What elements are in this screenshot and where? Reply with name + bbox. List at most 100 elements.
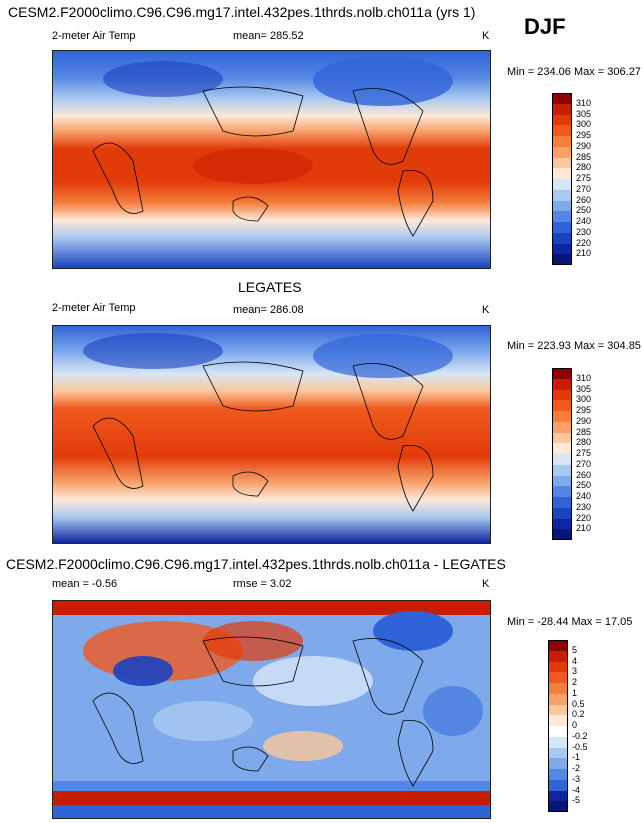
- colorbar-tick-label: 275: [576, 448, 592, 458]
- colorbar-tick-label: 270: [576, 458, 592, 469]
- colorbar-tick-label: 285: [576, 151, 592, 162]
- season-label: DJF: [524, 14, 566, 39]
- colorbar-tick-label: 3: [572, 666, 578, 677]
- colorbar-tick-label: 230: [576, 226, 592, 237]
- colorbar-tick-label: 240: [576, 216, 592, 226]
- colorbar-cell: [552, 136, 572, 147]
- panel1-colorbar: 310 305 300 295 290 285 280 275 270 260 250 240 230 2…: [552, 93, 602, 266]
- colorbar-cell: [548, 640, 568, 651]
- colorbar-tick-label: 260: [576, 469, 592, 480]
- panel3-minmax: Min = -28.44 Max = 17.05: [507, 616, 633, 628]
- colorbar-tick-label: 0: [572, 720, 578, 730]
- colorbar-tick-label: 210: [576, 248, 592, 259]
- colorbar-cell: [552, 232, 572, 244]
- panel1-colorbar-frame: [552, 93, 572, 265]
- colorbar-cell: [552, 222, 572, 233]
- colorbar-tick-label: 0.2: [572, 709, 585, 720]
- colorbar-cell: [552, 432, 572, 444]
- colorbar-cell: [548, 790, 568, 802]
- colorbar-cell: [548, 672, 568, 684]
- colorbar-cell: [552, 103, 572, 115]
- colorbar-tick-label: -0.2: [572, 730, 588, 741]
- colorbar-tick-label: 300: [576, 119, 592, 130]
- panel2-map: [52, 325, 491, 544]
- colorbar-tick-label: 250: [576, 205, 592, 216]
- panel1-mean: mean= 285.52: [233, 30, 304, 42]
- colorbar-cell: [552, 189, 572, 201]
- colorbar-tick-label: 220: [576, 237, 592, 248]
- colorbar-cell: [552, 179, 572, 190]
- colorbar-cell: [552, 125, 572, 137]
- panel2-title: LEGATES: [238, 279, 302, 295]
- colorbar-cell: [552, 518, 572, 530]
- colorbar-cell: [552, 486, 572, 498]
- colorbar-cell: [552, 443, 572, 455]
- colorbar-tick-label: 250: [576, 480, 592, 491]
- panel3-mean: mean = -0.56: [52, 578, 118, 590]
- colorbar-cell: [552, 529, 572, 541]
- panel1-variable: 2-meter Air Temp: [52, 30, 136, 42]
- colorbar-tick-label: 280: [576, 437, 592, 448]
- colorbar-cell: [552, 454, 572, 465]
- colorbar-tick-label: 210: [576, 523, 592, 534]
- colorbar-cell: [548, 779, 568, 791]
- colorbar-cell: [552, 254, 572, 266]
- colorbar-cell: [548, 801, 568, 813]
- colorbar-tick-label: 0.5: [572, 698, 585, 709]
- colorbar-cell: [552, 497, 572, 508]
- panel2-units: K: [482, 304, 490, 316]
- colorbar-cell: [552, 168, 572, 180]
- panel1-map: [52, 50, 491, 269]
- colorbar-tick-label: 1: [572, 687, 578, 698]
- panel3-units: K: [482, 578, 490, 590]
- colorbar-tick-label: 285: [576, 426, 592, 437]
- colorbar-cell: [552, 211, 572, 223]
- colorbar-cell: [548, 747, 568, 759]
- colorbar-tick-label: 300: [576, 394, 592, 405]
- colorbar-tick-label: 230: [576, 501, 592, 512]
- colorbar-cell: [552, 368, 572, 379]
- colorbar-tick-label: -4: [572, 784, 581, 795]
- colorbar-cell: [552, 200, 572, 212]
- colorbar-tick-label: 295: [576, 130, 592, 140]
- colorbar-cell: [548, 769, 568, 780]
- colorbar-cell: [548, 661, 568, 673]
- colorbar-cell: [548, 693, 568, 705]
- colorbar-tick-label: -3: [572, 773, 581, 784]
- colorbar-cell: [552, 114, 572, 126]
- colorbar-tick-label: 305: [576, 383, 592, 394]
- colorbar-cell: [548, 715, 568, 727]
- colorbar-cell: [552, 464, 572, 476]
- figure-title: CESM2.F2000climo.C96.C96.mg17.intel.432p…: [8, 4, 476, 20]
- colorbar-tick-label: 260: [576, 194, 592, 205]
- colorbar-cell: [552, 507, 572, 519]
- colorbar-tick-label: 270: [576, 183, 592, 194]
- colorbar-tick-label: -0.5: [572, 741, 588, 752]
- colorbar-tick-label: 305: [576, 108, 592, 119]
- panel3-title: CESM2.F2000climo.C96.C96.mg17.intel.432p…: [6, 556, 506, 572]
- panel1-minmax: Min = 234.06 Max = 306.27: [507, 66, 641, 78]
- colorbar-tick-label: 290: [576, 415, 592, 426]
- panel2-colorbar: 310 305 300 295 290 285 280 275 270 260 250 240 230 2…: [552, 368, 602, 541]
- colorbar-tick-label: 4: [572, 655, 578, 666]
- colorbar-cell: [548, 758, 568, 770]
- colorbar-tick-label: 5: [572, 644, 578, 655]
- panel3-map-field: [53, 601, 490, 818]
- colorbar-tick-label: 310: [576, 97, 592, 108]
- panel1-units: K: [482, 30, 490, 42]
- colorbar-cell: [552, 411, 572, 422]
- panel3-colorbar-frame: [548, 640, 568, 812]
- colorbar-tick-label: 280: [576, 162, 592, 173]
- colorbar-tick-label: 310: [576, 372, 592, 383]
- colorbar-cell: [548, 704, 568, 716]
- colorbar-cell: [552, 475, 572, 487]
- colorbar-tick-label: 220: [576, 512, 592, 523]
- panel2-mean: mean= 286.08: [233, 304, 304, 316]
- colorbar-cell: [552, 93, 572, 104]
- colorbar-cell: [552, 157, 572, 169]
- colorbar-cell: [552, 146, 572, 158]
- colorbar-cell: [552, 378, 572, 390]
- colorbar-tick-label: -2: [572, 763, 581, 773]
- colorbar-cell: [548, 726, 568, 737]
- panel2-minmax: Min = 223.93 Max = 304.85: [507, 340, 641, 352]
